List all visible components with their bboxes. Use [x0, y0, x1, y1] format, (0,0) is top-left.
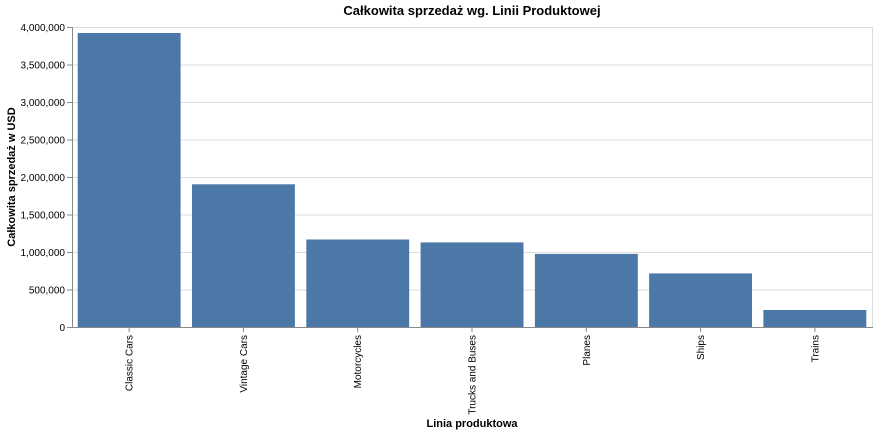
- bars: [77, 33, 867, 327]
- bar-motorcycles: [306, 239, 410, 327]
- y-tick-label: 4,000,000: [21, 23, 66, 34]
- x-axis-title: Linia produktowa: [426, 418, 518, 430]
- y-axis-title: Całkowita sprzedaż w USD: [6, 107, 18, 246]
- bar-trucks-and-buses: [420, 242, 524, 327]
- x-tick-label: Classic Cars: [125, 335, 136, 391]
- x-tick-label: Trains: [810, 335, 821, 362]
- x-tick-label: Motorcycles: [353, 335, 364, 388]
- y-tick-label: 2,000,000: [21, 173, 66, 184]
- x-tick-label: Planes: [582, 335, 593, 366]
- y-tick-label: 1,000,000: [21, 248, 66, 259]
- y-tick-label: 0: [59, 323, 65, 334]
- x-tick-label: Ships: [696, 335, 707, 360]
- x-axis-ticks: Classic Cars Vintage Cars Motorcycles Truck…: [125, 327, 821, 415]
- y-tick-label: 3,000,000: [21, 98, 66, 109]
- bar-planes: [534, 253, 638, 327]
- y-axis-ticks: 0 500,000 1,000,000 1,500,000 2,000,000 2,500…: [21, 23, 72, 334]
- bar-ships: [649, 273, 752, 327]
- x-tick-label: Vintage Cars: [239, 335, 250, 393]
- bar-trains: [763, 310, 867, 327]
- bar-vintage-cars: [192, 184, 295, 327]
- y-tick-label: 3,500,000: [21, 61, 66, 72]
- bar-classic-cars: [77, 33, 181, 327]
- x-tick-label: Trucks and Buses: [468, 335, 479, 415]
- y-tick-label: 500,000: [29, 286, 66, 297]
- chart-title: Całkowita sprzedaż wg. Linii Produktowej: [343, 3, 600, 18]
- y-tick-label: 1,500,000: [21, 211, 66, 222]
- y-tick-label: 2,500,000: [21, 136, 66, 147]
